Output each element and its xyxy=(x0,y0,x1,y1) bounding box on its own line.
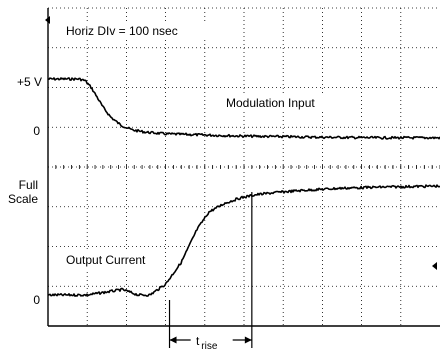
horiz-div-label-box xyxy=(60,21,208,40)
modulation-input-trace xyxy=(47,77,440,140)
out-annotation: Output Current xyxy=(66,253,146,267)
mod-level-high-label: +5 V xyxy=(17,75,42,89)
graticule xyxy=(45,7,440,327)
center-ticks xyxy=(47,165,440,169)
rise-time-symbol: t xyxy=(196,334,200,348)
out-level-zero-label: 0 xyxy=(33,293,40,307)
traces xyxy=(47,77,440,297)
rise-time-marker: t rise xyxy=(168,192,253,352)
rise-arrowhead-right xyxy=(244,336,252,344)
output-current-trace xyxy=(47,184,440,297)
out-annotation-box xyxy=(62,250,164,269)
mod-annotation: Modulation Input xyxy=(226,96,315,110)
ground-marker xyxy=(432,262,437,270)
full-scale-label: Full Scale xyxy=(8,178,38,206)
trigger-marker xyxy=(45,16,50,24)
svg-text:Scale: Scale xyxy=(8,192,38,206)
rise-arrowhead-left xyxy=(169,336,177,344)
rise-time-label: t rise xyxy=(196,334,218,352)
horiz-div-label: Horiz DIv = 100 nsec xyxy=(66,24,178,38)
mod-level-zero-label: 0 xyxy=(33,124,40,138)
mod-annotation-box xyxy=(222,93,336,112)
svg-text:Full: Full xyxy=(19,178,38,192)
rise-time-subscript: rise xyxy=(201,341,218,352)
